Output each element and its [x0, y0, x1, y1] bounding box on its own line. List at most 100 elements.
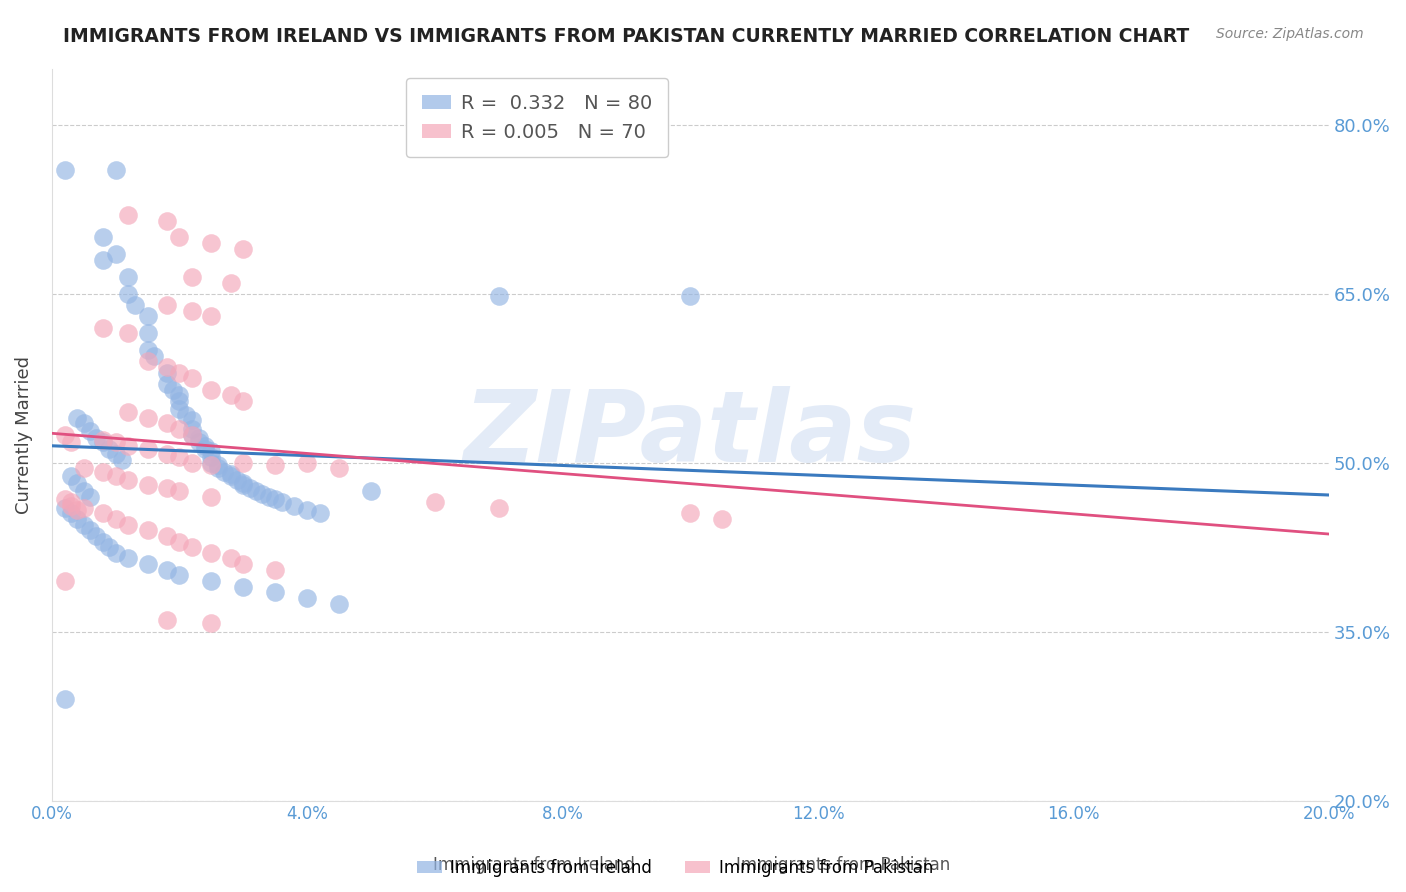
Point: [169, 422, 191, 436]
Point: [66, 475, 89, 490]
Point: [91, 507, 114, 521]
Point: [264, 585, 287, 599]
Point: [104, 447, 127, 461]
Point: [53, 491, 76, 506]
Point: [169, 534, 191, 549]
Point: [200, 310, 222, 324]
Point: [200, 444, 222, 458]
Point: [219, 388, 242, 402]
Point: [181, 413, 204, 427]
Point: [174, 409, 197, 423]
Point: [104, 435, 127, 450]
Point: [207, 458, 229, 472]
Point: [232, 242, 254, 256]
Point: [91, 465, 114, 479]
Point: [124, 298, 146, 312]
Point: [187, 431, 209, 445]
Point: [117, 439, 139, 453]
Point: [219, 551, 242, 566]
Point: [264, 491, 287, 506]
Point: [488, 289, 510, 303]
Point: [53, 574, 76, 588]
Point: [200, 615, 222, 630]
Point: [245, 483, 267, 498]
Point: [219, 276, 242, 290]
Point: [117, 473, 139, 487]
Point: [328, 461, 350, 475]
Point: [181, 371, 204, 385]
Point: [104, 512, 127, 526]
Point: [181, 427, 204, 442]
Point: [117, 405, 139, 419]
Point: [252, 487, 274, 501]
Point: [200, 456, 222, 470]
Point: [181, 456, 204, 470]
Point: [73, 517, 96, 532]
Point: [142, 349, 165, 363]
Point: [156, 376, 179, 391]
Point: [309, 507, 332, 521]
Point: [162, 383, 184, 397]
Point: [91, 252, 114, 267]
Point: [104, 162, 127, 177]
Point: [86, 529, 108, 543]
Point: [360, 483, 382, 498]
Point: [66, 512, 89, 526]
Point: [91, 433, 114, 447]
Text: ZIPatlas: ZIPatlas: [464, 386, 917, 483]
Point: [53, 692, 76, 706]
Point: [219, 467, 242, 481]
Point: [104, 546, 127, 560]
Point: [91, 435, 114, 450]
Point: [66, 503, 89, 517]
Legend: R =  0.332   N = 80, R = 0.005   N = 70: R = 0.332 N = 80, R = 0.005 N = 70: [406, 78, 668, 157]
Point: [156, 298, 179, 312]
Point: [136, 524, 159, 538]
Point: [264, 458, 287, 472]
Point: [117, 517, 139, 532]
Text: Source: ZipAtlas.com: Source: ZipAtlas.com: [1216, 27, 1364, 41]
Point: [86, 431, 108, 445]
Point: [104, 469, 127, 483]
Point: [59, 469, 82, 483]
Point: [232, 580, 254, 594]
Point: [194, 442, 217, 457]
Text: Immigrants from Ireland: Immigrants from Ireland: [433, 856, 636, 874]
Point: [117, 208, 139, 222]
Point: [79, 524, 101, 538]
Y-axis label: Currently Married: Currently Married: [15, 356, 32, 514]
Point: [79, 424, 101, 438]
Point: [194, 439, 217, 453]
Point: [59, 507, 82, 521]
Legend: Immigrants from Ireland, Immigrants from Pakistan: Immigrants from Ireland, Immigrants from…: [411, 853, 939, 884]
Point: [156, 529, 179, 543]
Point: [488, 500, 510, 515]
Point: [711, 512, 734, 526]
Point: [200, 458, 222, 472]
Point: [73, 483, 96, 498]
Point: [136, 343, 159, 357]
Point: [232, 478, 254, 492]
Point: [200, 236, 222, 251]
Point: [104, 247, 127, 261]
Point: [181, 540, 204, 554]
Point: [264, 563, 287, 577]
Point: [219, 469, 242, 483]
Point: [98, 540, 121, 554]
Point: [169, 388, 191, 402]
Point: [200, 383, 222, 397]
Point: [232, 456, 254, 470]
Point: [257, 490, 280, 504]
Point: [53, 427, 76, 442]
Point: [169, 393, 191, 408]
Point: [136, 354, 159, 368]
Point: [295, 591, 318, 605]
Point: [200, 490, 222, 504]
Point: [156, 481, 179, 495]
Point: [328, 597, 350, 611]
Point: [117, 551, 139, 566]
Point: [111, 453, 134, 467]
Point: [295, 456, 318, 470]
Point: [423, 495, 446, 509]
Point: [169, 230, 191, 244]
